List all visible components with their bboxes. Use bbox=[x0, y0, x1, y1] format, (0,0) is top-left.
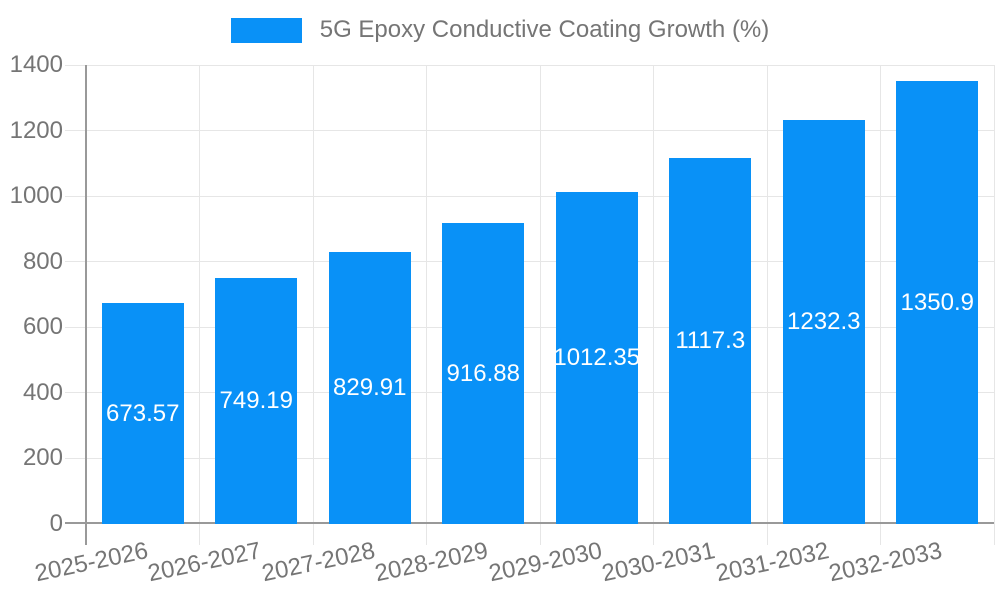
y-tick-label: 1200 bbox=[9, 116, 63, 144]
y-axis-tick bbox=[65, 457, 86, 459]
x-tick-label: 2027-2028 bbox=[259, 537, 378, 588]
bar-value-label: 1350.9 bbox=[900, 288, 974, 316]
y-axis-line bbox=[85, 65, 87, 545]
bar[interactable]: 749.19 bbox=[215, 278, 298, 524]
y-axis-tick bbox=[65, 392, 86, 394]
bar[interactable]: 1350.9 bbox=[896, 81, 979, 524]
y-tick-label: 1000 bbox=[9, 182, 63, 210]
gridline-vertical bbox=[766, 65, 768, 545]
bar[interactable]: 1012.35 bbox=[553, 192, 640, 524]
legend-label: 5G Epoxy Conductive Coating Growth (%) bbox=[319, 16, 770, 43]
y-axis-tick bbox=[65, 130, 86, 132]
bar[interactable]: 829.91 bbox=[328, 251, 411, 524]
y-axis-tick bbox=[65, 195, 86, 197]
gridline-vertical bbox=[653, 65, 654, 545]
gridline-vertical bbox=[539, 65, 541, 545]
gridline-vertical bbox=[199, 65, 200, 545]
bar[interactable]: 916.88 bbox=[442, 223, 525, 524]
bar-value-label: 916.88 bbox=[446, 359, 520, 387]
x-tick-label: 2028-2029 bbox=[372, 537, 491, 588]
legend-swatch-icon bbox=[230, 17, 302, 43]
bar-value-label: 1232.3 bbox=[787, 307, 861, 335]
bar-value-label: 1117.3 bbox=[675, 326, 746, 354]
bar-value-label: 1012.35 bbox=[553, 344, 641, 372]
gridline-vertical bbox=[993, 65, 995, 545]
x-axis-line bbox=[65, 522, 994, 524]
y-axis-tick bbox=[65, 261, 86, 263]
bar[interactable]: 673.57 bbox=[101, 303, 184, 524]
x-tick-label: 2030-2031 bbox=[599, 537, 718, 588]
bar-value-label: 829.91 bbox=[333, 373, 407, 401]
x-tick-label: 2031-2032 bbox=[713, 537, 832, 588]
gridline-vertical bbox=[312, 65, 314, 545]
y-tick-label: 400 bbox=[22, 378, 63, 406]
y-tick-label: 600 bbox=[22, 313, 63, 341]
x-tick-label: 2025-2026 bbox=[32, 537, 151, 588]
bar[interactable]: 1232.3 bbox=[782, 119, 865, 524]
x-tick-label: 2029-2030 bbox=[486, 537, 605, 588]
plot-area: 0 200 400 600 800 1000 1200 1400 673.57 749.19 829… bbox=[10, 51, 995, 587]
y-axis-tick bbox=[65, 326, 86, 328]
x-tick-label: 2032-2033 bbox=[826, 537, 945, 588]
bar[interactable]: 1117.3 bbox=[669, 157, 752, 524]
y-axis-tick bbox=[65, 64, 86, 66]
y-tick-label: 0 bbox=[49, 510, 63, 537]
gridline-vertical bbox=[880, 65, 881, 545]
bar-value-label: 673.57 bbox=[106, 399, 180, 427]
y-tick-label: 200 bbox=[22, 444, 63, 472]
x-tick-label: 2026-2027 bbox=[145, 537, 264, 588]
gridline-vertical bbox=[426, 65, 427, 545]
y-tick-label: 800 bbox=[22, 247, 63, 275]
bar-value-label: 749.19 bbox=[219, 387, 293, 415]
legend[interactable]: 5G Epoxy Conductive Coating Growth (%) bbox=[0, 16, 1000, 44]
y-tick-label: 1400 bbox=[9, 51, 63, 78]
